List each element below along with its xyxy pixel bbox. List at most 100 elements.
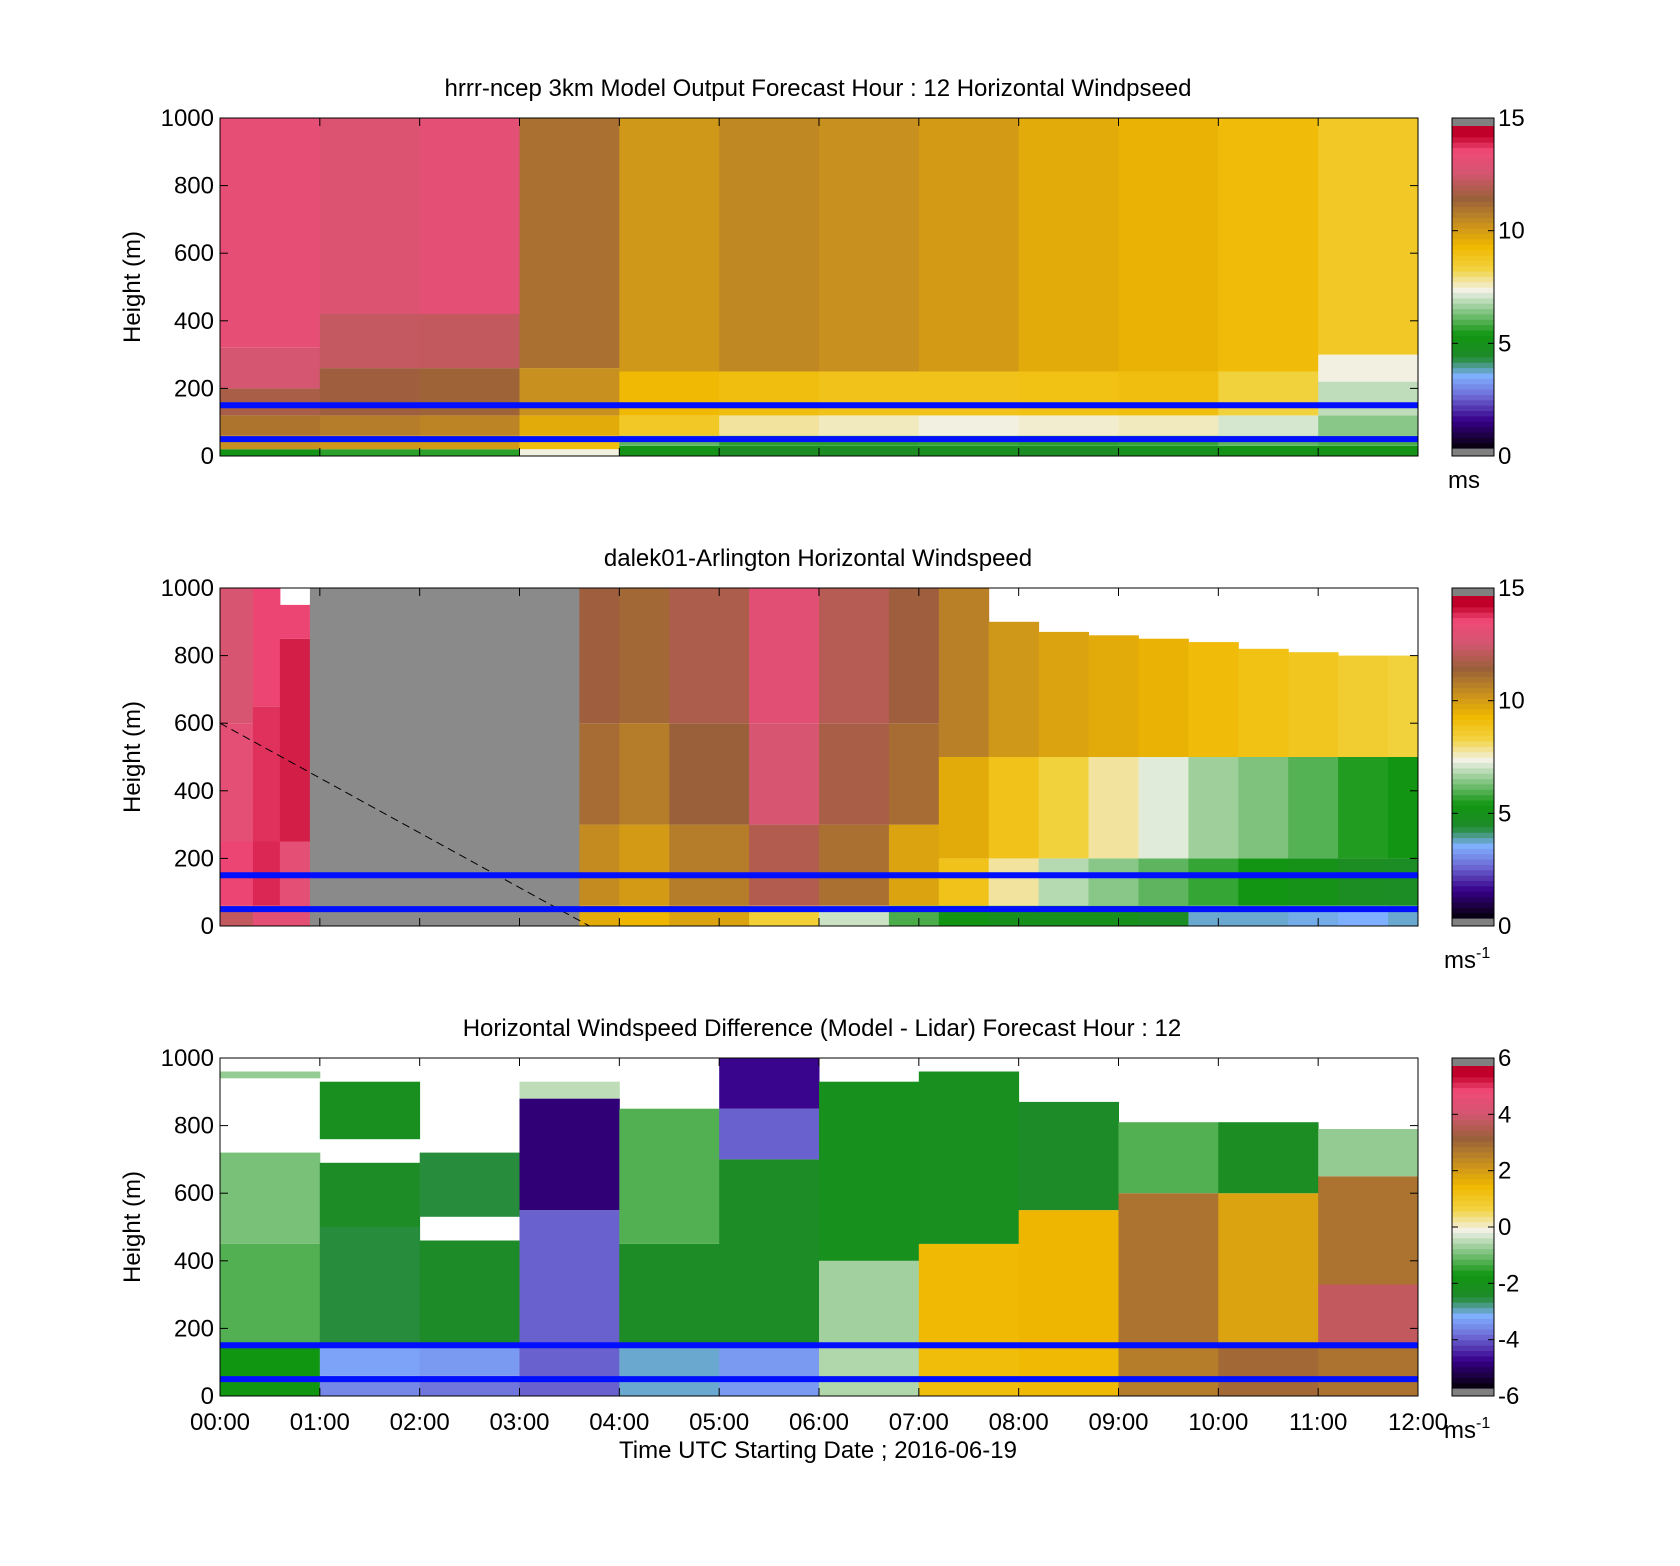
heatmap-cell [1338, 757, 1389, 859]
colorbar-tick-label: 5 [1498, 330, 1511, 357]
heatmap-cell [279, 841, 311, 926]
heatmap-cell [220, 1071, 321, 1079]
colorbar-swatch [1452, 335, 1494, 342]
x-tick-label: 00:00 [190, 1409, 250, 1436]
heatmap-cell [1338, 858, 1389, 906]
colorbar-swatch [1452, 174, 1494, 181]
heatmap-cell [619, 824, 670, 906]
colorbar-swatch [1452, 794, 1494, 801]
x-tick-label: 03:00 [489, 1409, 549, 1436]
heatmap-cell [1118, 1345, 1219, 1396]
colorbar-swatch [1452, 1328, 1494, 1335]
colorbar-swatch [1452, 372, 1494, 379]
colorbar-cap [1452, 1388, 1494, 1396]
heatmap-cell [1038, 631, 1089, 757]
heatmap-cell [519, 1345, 620, 1396]
colorbar-swatch [1452, 617, 1494, 624]
colorbar-swatch [1452, 399, 1494, 406]
difference-colorbar: -6 -4 -2 0 2 4 6 [1451, 1045, 1519, 1410]
heatmap-cell [1088, 858, 1139, 906]
colorbar-swatch [1452, 767, 1494, 774]
heatmap-cell [1118, 1193, 1219, 1346]
colorbar-swatch [1452, 848, 1494, 855]
x-tick-label: 06:00 [789, 1409, 849, 1436]
heatmap-cell [619, 1108, 720, 1244]
colorbar-swatch [1452, 730, 1494, 737]
heatmap-cell [619, 723, 670, 825]
colorbar-swatch [1452, 875, 1494, 882]
colorbar-swatch [1452, 880, 1494, 887]
colorbar-swatch [1452, 821, 1494, 828]
heatmap-cell [719, 415, 820, 436]
colorbar-swatch [1452, 126, 1494, 132]
heatmap-cell [819, 824, 890, 906]
heatmap-cell [419, 415, 520, 436]
colorbar-swatch [1452, 426, 1494, 433]
colorbar-swatch [1452, 1237, 1494, 1244]
colorbar-swatch [1452, 362, 1494, 369]
difference-y-axis: 0 200 400 600 800 1000 [161, 1045, 1418, 1410]
x-tick-label: 12:00 [1388, 1409, 1448, 1436]
colorbar-swatch [1452, 1066, 1494, 1072]
colorbar-swatch [1452, 1130, 1494, 1137]
heatmap-cell [319, 449, 421, 456]
y-tick-label: 1000 [161, 105, 214, 132]
colorbar-swatch [1452, 1280, 1494, 1287]
heatmap-cell [1018, 371, 1119, 416]
heatmap-cell [918, 1345, 1020, 1396]
heatmap-cell [220, 449, 321, 456]
colorbar-swatch [1452, 1210, 1494, 1217]
colorbar-swatch [1452, 1243, 1494, 1250]
y-tick-label: 200 [174, 375, 214, 402]
difference-colorbar-unit: ms-1 [1444, 1415, 1490, 1444]
colorbar-swatch [1452, 660, 1494, 667]
colorbar-swatch [1452, 858, 1494, 865]
heatmap-cell [719, 371, 820, 416]
colorbar-swatch [1452, 383, 1494, 390]
heatmap-cell [1118, 445, 1219, 456]
heatmap-cell [888, 824, 940, 906]
colorbar-swatch [1452, 313, 1494, 320]
colorbar-swatch [1452, 778, 1494, 785]
heatmap-cell [1388, 655, 1419, 757]
colorbar-swatch [1452, 340, 1494, 347]
colorbar-swatch [1452, 265, 1494, 272]
colorbar-swatch [1452, 1264, 1494, 1271]
x-tick-label: 11:00 [1289, 1409, 1347, 1436]
colorbar-swatch [1452, 676, 1494, 683]
colorbar-swatch [1452, 168, 1494, 175]
heatmap-cell [319, 368, 421, 416]
colorbar-swatch [1452, 810, 1494, 817]
colorbar-swatch [1452, 1269, 1494, 1276]
heatmap-cell [619, 1243, 720, 1346]
heatmap-cell [619, 1345, 720, 1396]
heatmap-cell [220, 347, 321, 389]
y-tick-label: 1000 [161, 575, 214, 602]
heatmap-cell [519, 449, 620, 456]
x-tick-label: 01:00 [290, 1409, 350, 1436]
heatmap-cell [1038, 757, 1089, 859]
y-tick-label: 400 [174, 1248, 214, 1275]
model-y-axis: 0 200 400 600 800 1000 [161, 105, 1418, 470]
heatmap-cell [419, 118, 520, 314]
y-tick-label: 200 [174, 1315, 214, 1342]
heatmap-cell [938, 757, 990, 859]
colorbar-swatch [1452, 211, 1494, 218]
lidar-heatmap [220, 588, 1419, 926]
colorbar-tick-label: 15 [1498, 105, 1525, 132]
difference-x-axis-label: Time UTC Starting Date ; 2016-06-19 [619, 1437, 1017, 1464]
heatmap-cell [749, 824, 820, 906]
colorbar-tick-label: 10 [1498, 688, 1525, 715]
x-tick-label: 04:00 [589, 1409, 649, 1436]
colorbar-swatch [1452, 1087, 1494, 1094]
heatmap-cell [220, 1345, 321, 1396]
heatmap-cell [719, 445, 820, 456]
difference-panel-title: Horizontal Windspeed Difference (Model -… [463, 1015, 1182, 1042]
colorbar-swatch [1452, 367, 1494, 374]
lidar-reference-lines [220, 872, 1418, 913]
heatmap-cell [888, 723, 940, 825]
colorbar-swatch [1452, 131, 1494, 138]
colorbar-swatch [1452, 276, 1494, 283]
colorbar-swatch [1452, 260, 1494, 267]
colorbar-swatch [1452, 1092, 1494, 1099]
